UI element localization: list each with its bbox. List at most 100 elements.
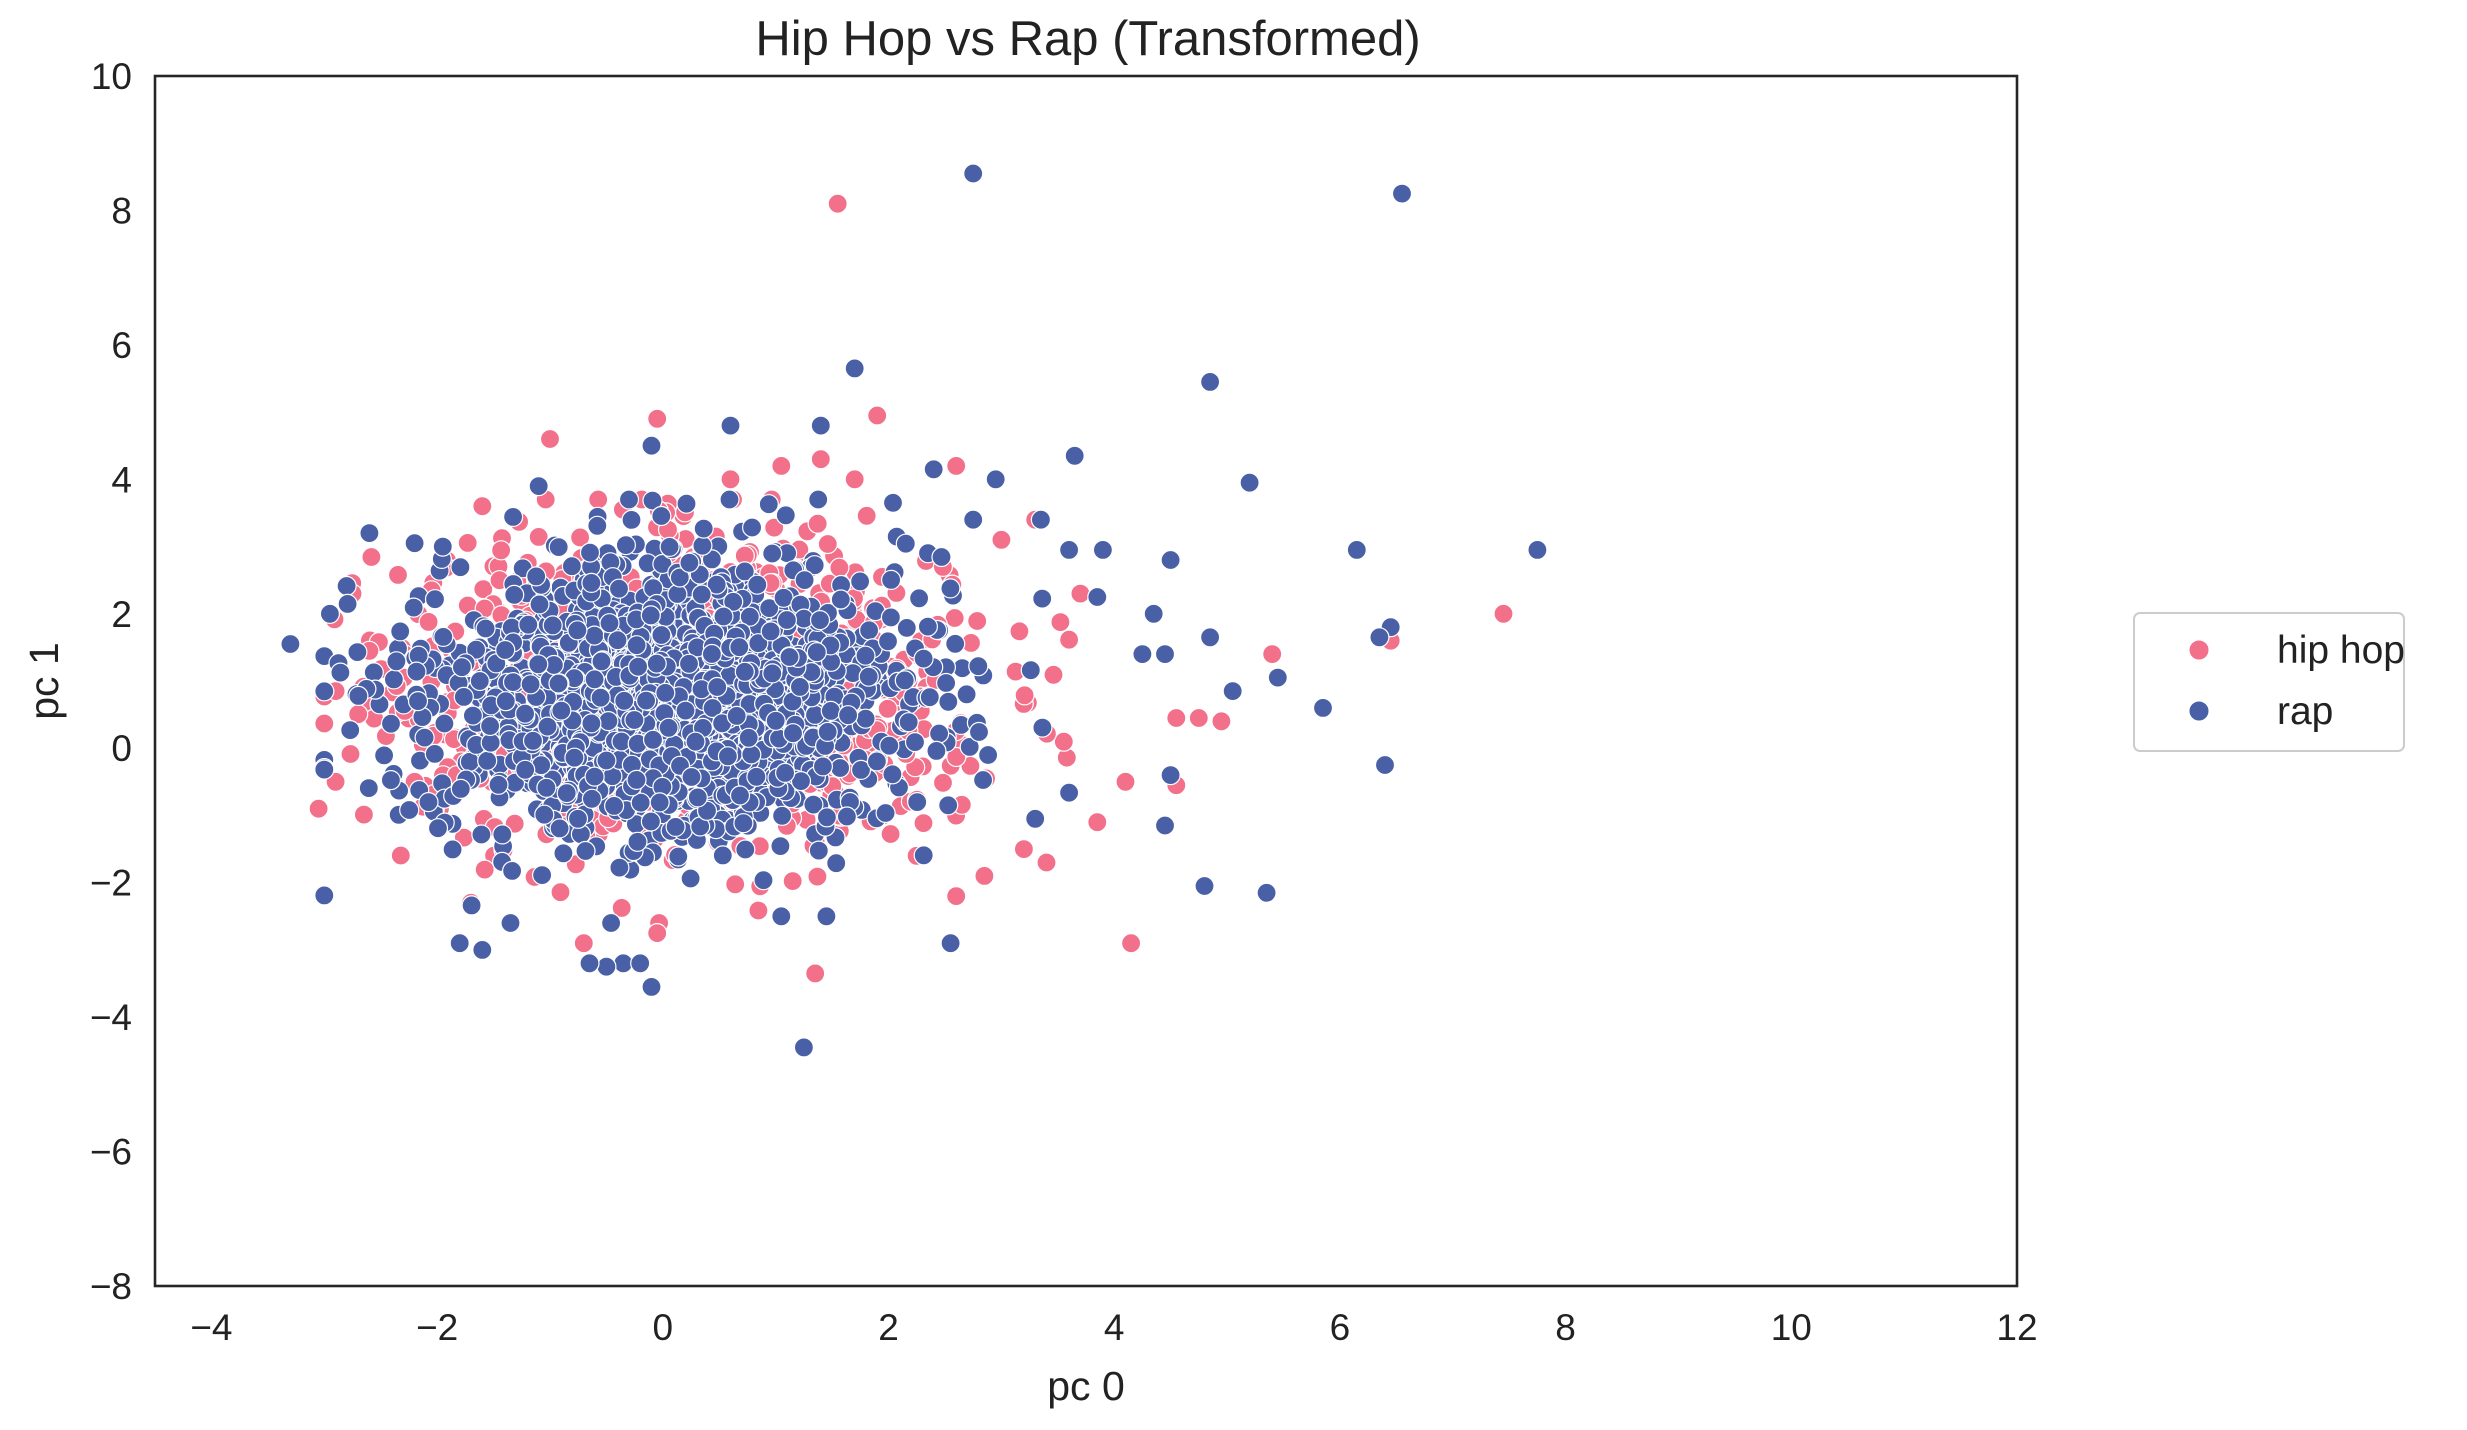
rap-point — [641, 976, 662, 998]
rap-point — [706, 574, 727, 595]
hip-hop-point — [1058, 629, 1080, 650]
rap-point — [450, 557, 471, 578]
rap-point — [649, 792, 670, 813]
rap-point — [808, 840, 829, 861]
rap-point — [581, 788, 603, 809]
rap-point — [816, 807, 838, 828]
rap-point — [626, 769, 647, 791]
rap-point — [613, 953, 634, 974]
rap-point — [816, 906, 837, 927]
rap-point — [536, 777, 557, 798]
rap-point — [432, 536, 453, 557]
rap-point — [502, 671, 524, 693]
hip-hop-point — [1053, 731, 1074, 752]
rap-point — [347, 641, 368, 663]
hip-hop-point — [1050, 611, 1071, 633]
rap-point — [734, 661, 755, 682]
plot-frame — [153, 74, 2019, 1288]
rap-point — [567, 620, 588, 641]
rap-point — [729, 637, 750, 658]
rap-point — [466, 639, 487, 660]
rap-point — [1239, 472, 1260, 493]
x-tick-label: 12 — [1996, 1307, 2037, 1348]
rap-point — [826, 853, 847, 874]
hip-hop-point — [1166, 707, 1187, 729]
rap-point — [1058, 539, 1080, 561]
rap-point — [609, 857, 630, 878]
rap-point — [581, 713, 602, 734]
rap-point — [1154, 643, 1176, 665]
rap-point — [561, 556, 583, 577]
hip-hop-point — [491, 540, 512, 561]
rap-point — [475, 618, 496, 639]
rap-point — [459, 751, 480, 772]
rap-point — [579, 542, 601, 563]
rap-point — [812, 756, 834, 777]
rap-point — [678, 653, 700, 674]
rap-point — [880, 607, 902, 628]
hip-hop-point — [771, 455, 792, 476]
rap-point — [336, 575, 357, 597]
hip-hop-point — [588, 489, 609, 510]
rap-point — [534, 804, 555, 825]
rap-point — [748, 633, 769, 654]
rap-point — [553, 843, 574, 864]
rap-point — [528, 476, 549, 497]
hip-hop-point — [418, 611, 439, 633]
hip-hop-point — [457, 532, 478, 554]
rap-point — [917, 616, 939, 637]
hip-hop-point — [1493, 603, 1514, 624]
rap-point — [741, 517, 763, 538]
rap-point — [1256, 882, 1277, 903]
rap-point — [679, 552, 700, 573]
rap-point — [858, 666, 879, 687]
rap-point — [1374, 754, 1396, 776]
rap-point — [1025, 808, 1046, 829]
rap-point — [940, 933, 961, 954]
hip-hop-point — [725, 874, 746, 895]
rap-point — [712, 845, 733, 866]
x-tick-label: 4 — [1104, 1307, 1125, 1348]
rap-point — [836, 806, 858, 827]
rap-point — [600, 912, 622, 934]
y-tick-label: 10 — [91, 56, 132, 97]
hip-hop-point — [573, 933, 594, 954]
rap-point — [587, 515, 608, 536]
rap-point — [608, 578, 630, 599]
rap-point — [414, 727, 435, 748]
rap-point — [746, 766, 767, 787]
rap-point — [1346, 539, 1367, 561]
hip-hop-point — [913, 812, 934, 834]
rap-point — [837, 705, 859, 726]
hip-hop-point — [817, 533, 838, 555]
rap-point — [1527, 539, 1548, 561]
rap-point — [866, 751, 888, 772]
hip-hop-point — [1262, 643, 1283, 665]
rap-point — [759, 597, 780, 619]
rap-point — [882, 764, 903, 785]
rap-point — [774, 762, 796, 784]
rap-point — [956, 684, 977, 705]
rap-point — [1199, 371, 1221, 392]
rap-point — [691, 584, 712, 605]
rap-point — [665, 816, 686, 838]
y-tick-label: 2 — [111, 594, 132, 635]
rap-point — [495, 691, 516, 712]
x-tick-label: −2 — [416, 1307, 458, 1348]
rap-point — [794, 569, 815, 591]
rap-point — [717, 746, 739, 767]
rap-point — [424, 589, 446, 610]
rap-point — [877, 631, 899, 652]
rap-point — [646, 653, 667, 674]
legend-label-hip-hop: hip hop — [2277, 629, 2405, 672]
rap-point — [579, 953, 600, 974]
rap-point — [451, 657, 472, 678]
rap-point — [599, 613, 620, 634]
hip-hop-point — [314, 713, 335, 734]
rap-point — [564, 747, 585, 768]
hip-hop-point — [946, 746, 967, 768]
rap-point — [668, 846, 689, 867]
rap-point — [621, 509, 642, 531]
rap-point — [803, 794, 824, 815]
hip-hop-point — [528, 526, 549, 548]
